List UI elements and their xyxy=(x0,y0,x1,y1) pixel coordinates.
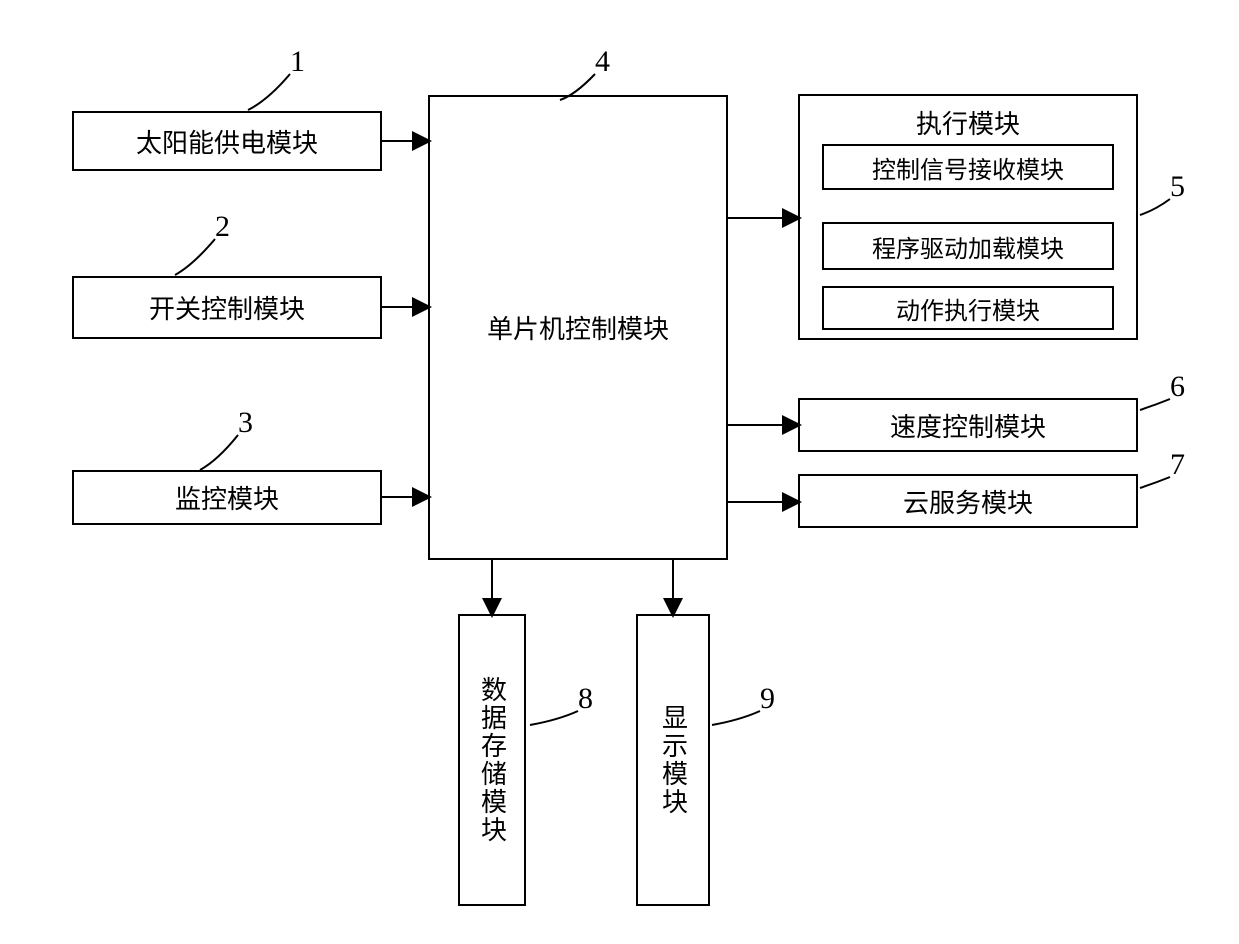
node-control-signal-recv: 控制信号接收模块 xyxy=(822,144,1114,190)
node-monitor-label: 监控模块 xyxy=(175,479,279,516)
node-execute-title: 执行模块 xyxy=(800,96,1136,141)
node-speed-control-label: 速度控制模块 xyxy=(890,407,1046,444)
ref-label-6: 6 xyxy=(1170,370,1185,404)
node-data-storage: 数据存储模块 xyxy=(458,614,526,906)
node-program-drive-load: 程序驱动加载模块 xyxy=(822,222,1114,270)
ref-label-7: 7 xyxy=(1170,448,1185,482)
ref-label-2: 2 xyxy=(215,210,230,244)
node-solar-power-label: 太阳能供电模块 xyxy=(136,123,318,160)
node-action-execute-label: 动作执行模块 xyxy=(896,291,1040,326)
node-data-storage-label: 数据存储模块 xyxy=(474,676,511,844)
node-program-drive-load-label: 程序驱动加载模块 xyxy=(872,229,1064,264)
node-solar-power: 太阳能供电模块 xyxy=(72,111,382,171)
node-display-label: 显示模块 xyxy=(655,704,692,816)
node-mcu-control-label: 单片机控制模块 xyxy=(487,309,669,346)
node-switch-control-label: 开关控制模块 xyxy=(149,289,305,326)
diagram-canvas: 太阳能供电模块 开关控制模块 监控模块 单片机控制模块 执行模块 控制信号接收模… xyxy=(0,0,1239,944)
node-cloud-service-label: 云服务模块 xyxy=(903,483,1033,520)
node-monitor: 监控模块 xyxy=(72,470,382,525)
ref-label-5: 5 xyxy=(1170,170,1185,204)
ref-label-1: 1 xyxy=(290,45,305,79)
node-display: 显示模块 xyxy=(636,614,710,906)
ref-label-3: 3 xyxy=(238,406,253,440)
node-switch-control: 开关控制模块 xyxy=(72,276,382,339)
node-mcu-control: 单片机控制模块 xyxy=(428,95,728,560)
node-control-signal-recv-label: 控制信号接收模块 xyxy=(872,150,1064,185)
node-cloud-service: 云服务模块 xyxy=(798,474,1138,528)
node-action-execute: 动作执行模块 xyxy=(822,286,1114,330)
node-speed-control: 速度控制模块 xyxy=(798,398,1138,452)
ref-label-4: 4 xyxy=(595,45,610,79)
ref-label-9: 9 xyxy=(760,682,775,716)
ref-label-8: 8 xyxy=(578,682,593,716)
